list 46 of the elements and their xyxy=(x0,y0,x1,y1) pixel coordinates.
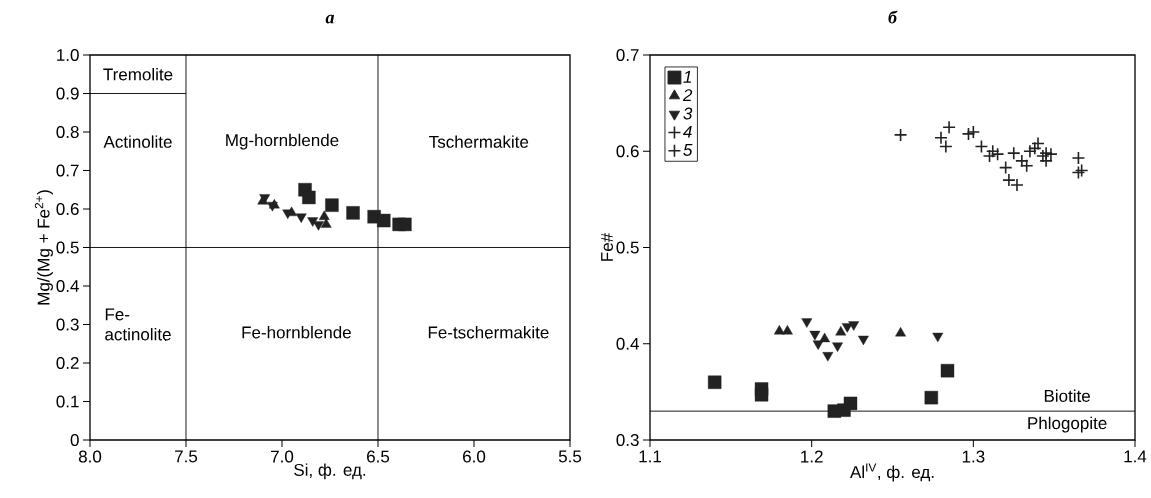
y-tick-label: 0.5 xyxy=(56,241,79,254)
y-tick-label: 0.6 xyxy=(56,202,79,216)
annotation: Phlogopite xyxy=(1028,416,1107,433)
y-tick-label: 0.4 xyxy=(616,337,639,350)
legend-label: 1 xyxy=(683,70,691,83)
y-tick-label: 0.8 xyxy=(56,125,79,139)
y-tick-label: 0.7 xyxy=(56,164,79,177)
x-tick-label: 1.1 xyxy=(639,450,661,463)
annotation: Actinolite xyxy=(103,135,172,148)
y-tick-label: 0.9 xyxy=(56,87,79,100)
y-tick-label: 0.4 xyxy=(56,279,79,293)
annotation: Tremolite xyxy=(103,68,173,81)
y-tick-label: 0.6 xyxy=(616,145,639,158)
annotation: Fe-hornblende xyxy=(242,325,351,339)
x-tick-label: 1.3 xyxy=(962,450,985,463)
x-tick-label: 1.2 xyxy=(801,450,823,463)
x-tick-label: 1.4 xyxy=(1124,450,1147,463)
chart-title: а xyxy=(325,14,335,24)
x-tick-label: 8.0 xyxy=(78,450,102,463)
legend-label: 5 xyxy=(683,144,693,156)
x-tick-label: 7.0 xyxy=(271,450,294,463)
annotation: Biotite xyxy=(1044,389,1090,402)
y-tick-label: 0.5 xyxy=(616,241,639,254)
y-tick-label: 0.3 xyxy=(56,318,79,331)
annotation: Mg-hornblende xyxy=(226,133,339,150)
x-axis-title: Si, ф. ед. xyxy=(294,463,366,480)
y-tick-label: 1.0 xyxy=(57,48,79,62)
x-tick-label: 7.5 xyxy=(175,450,198,463)
y-axis-title: Fe# xyxy=(601,232,613,261)
y-tick-label: 0.1 xyxy=(56,395,79,408)
x-tick-label: 6.0 xyxy=(463,450,486,463)
y-tick-label: 0.2 xyxy=(56,356,79,370)
x-tick-label: 6.5 xyxy=(367,450,390,463)
legend-label: 3 xyxy=(683,107,693,120)
y-tick-label: 0.7 xyxy=(616,48,639,62)
x-axis-title: Al$^{IV}$, ф. ед. xyxy=(850,463,934,482)
y-tick-label: 0 xyxy=(70,433,79,447)
legend-label: 4 xyxy=(683,125,692,138)
x-tick-label: 5.5 xyxy=(558,450,582,463)
legend-label: 2 xyxy=(682,89,693,102)
y-axis-title: Mg/(Mg + Fe$^{2+}$) xyxy=(34,190,53,305)
chart-title: б xyxy=(888,10,898,24)
annotation: Fe-tschermakite xyxy=(428,325,549,339)
annotation: Tschermakite xyxy=(429,135,529,148)
annotation: Fe-actinolite xyxy=(105,308,171,341)
y-tick-label: 0.3 xyxy=(616,433,639,447)
